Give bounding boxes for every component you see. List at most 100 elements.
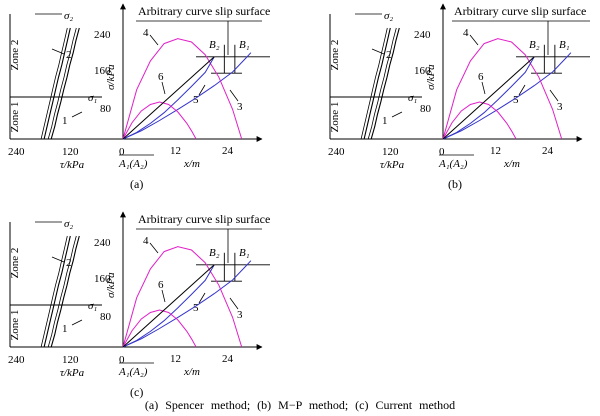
curve-2-label: 2 <box>66 49 72 61</box>
slip-label: Arbitrary curve slip surface <box>454 4 586 18</box>
curve-6-leader <box>481 81 486 95</box>
curve-3-label: 3 <box>237 309 243 321</box>
b1-label: B₁ <box>239 247 250 259</box>
b2-label: B₂ <box>529 39 540 51</box>
y-tick-240: 240 <box>414 29 431 41</box>
tau-tick-240: 240 <box>328 146 345 158</box>
series-2-line-inner <box>367 27 397 139</box>
series-1-line-inner <box>40 235 68 347</box>
tau-tick-240: 240 <box>8 146 25 158</box>
zone-1-label: Zone 1 <box>9 310 21 341</box>
zone-2-label: Zone 2 <box>9 40 21 71</box>
sigma-1-label: σ₁ <box>88 92 97 104</box>
curve-3-leader <box>229 89 239 102</box>
tau-tick-120: 120 <box>62 146 79 158</box>
curve-3-label: 3 <box>557 101 563 113</box>
zone-2-label: Zone 2 <box>9 248 21 279</box>
x-tick-24: 24 <box>542 145 554 157</box>
x-tick-24: 24 <box>222 353 234 365</box>
origin-label: A₁(A₂) <box>118 366 148 378</box>
series-1-line-inner <box>360 27 388 139</box>
y-tick-80: 80 <box>100 103 112 115</box>
curve-3-label: 3 <box>237 101 243 113</box>
curve-4-leader <box>149 242 159 254</box>
tau-axis-label: τ/kPa <box>380 159 405 171</box>
b2-label: B₂ <box>209 39 220 51</box>
sigma-1-label: σ₁ <box>88 300 97 312</box>
series-1-line <box>363 27 391 139</box>
x-axis-label: x/m <box>183 366 200 378</box>
b1-label: B₁ <box>559 39 570 51</box>
sigma-1-label: σ₁ <box>408 92 417 104</box>
origin-label: A₁(A₂) <box>438 158 468 170</box>
series-6-line <box>442 101 517 140</box>
curve-1-label: 1 <box>62 115 68 127</box>
sigma-2-label: σ₂ <box>64 10 73 22</box>
series-6-line <box>122 309 197 348</box>
y-axis-label: σ/kPa <box>105 64 117 90</box>
origin-label: A₁(A₂) <box>118 158 148 170</box>
curve-2-leader <box>371 48 385 55</box>
panel-b: Zone 2 Zone 1 σ₂ σ₁ 2 1 240 120 0 τ/kPa … <box>328 3 590 191</box>
curve-4-label: 4 <box>143 235 149 247</box>
y-tick-160: 160 <box>94 273 111 285</box>
curve-4-label: 4 <box>463 27 469 39</box>
curve-6-label: 6 <box>158 279 164 291</box>
series-3-line <box>442 52 572 140</box>
panel-c: Zone 2 Zone 1 σ₂ σ₁ 2 1 240 120 0 τ/kPa … <box>8 211 270 399</box>
slip-label: Arbitrary curve slip surface <box>138 4 270 18</box>
x-tick-12: 12 <box>170 145 181 157</box>
series-4-line <box>442 38 563 140</box>
curve-1-leader <box>71 111 83 118</box>
x-axis-label: x/m <box>503 158 520 170</box>
curve-6-leader <box>161 289 166 303</box>
zone-2-label: Zone 2 <box>329 40 341 71</box>
curve-5-label: 5 <box>193 94 199 106</box>
curve-3-leader <box>549 89 559 102</box>
sigma-2-label: σ₂ <box>384 10 393 22</box>
x-tick-24: 24 <box>222 145 234 157</box>
b2-label: B₂ <box>209 247 220 259</box>
y-tick-240: 240 <box>94 29 111 41</box>
b1-label: B₁ <box>239 39 250 51</box>
series-1-line <box>43 235 71 347</box>
x-tick-12: 12 <box>170 353 181 365</box>
x-axis-label: x/m <box>183 158 200 170</box>
curve-2-leader <box>51 256 65 263</box>
curve-6-leader <box>161 81 166 95</box>
series-3-line <box>122 260 252 348</box>
series-1-line-inner <box>40 27 68 139</box>
tau-tick-0: 0 <box>119 354 125 366</box>
series-2-line <box>50 27 80 139</box>
tau-tick-240: 240 <box>8 354 25 366</box>
zone-1-label: Zone 1 <box>9 102 21 133</box>
y-axis-label: σ/kPa <box>105 272 117 298</box>
curve-5-leader <box>198 292 206 304</box>
tau-tick-120: 120 <box>382 146 399 158</box>
x-tick-12: 12 <box>490 145 501 157</box>
curve-1-label: 1 <box>382 115 388 127</box>
curve-1-leader <box>71 319 83 326</box>
series-3-line <box>122 52 252 140</box>
slip-label: Arbitrary curve slip surface <box>138 212 270 226</box>
tau-axis-label: τ/kPa <box>60 159 85 171</box>
curve-5-leader <box>518 84 526 96</box>
series-2-line <box>50 235 80 347</box>
panel-a: Zone 2 Zone 1 σ₂ σ₁ 2 1 240 120 0 τ/kPa … <box>8 3 270 191</box>
curve-6-label: 6 <box>158 71 164 83</box>
curve-6-label: 6 <box>478 71 484 83</box>
zone-1-label: Zone 1 <box>329 102 341 133</box>
series-4-line <box>122 246 243 348</box>
curve-1-label: 1 <box>62 323 68 335</box>
series-4-line <box>122 38 243 140</box>
curve-2-leader <box>51 48 65 55</box>
curve-4-label: 4 <box>143 27 149 39</box>
plot-c <box>40 235 270 348</box>
curve-3-leader <box>229 297 239 310</box>
series-slip-line <box>122 56 215 140</box>
series-6-line <box>122 101 197 140</box>
sigma-2-label: σ₂ <box>64 218 73 230</box>
curve-5-label: 5 <box>513 94 519 106</box>
plot-b <box>360 27 590 140</box>
